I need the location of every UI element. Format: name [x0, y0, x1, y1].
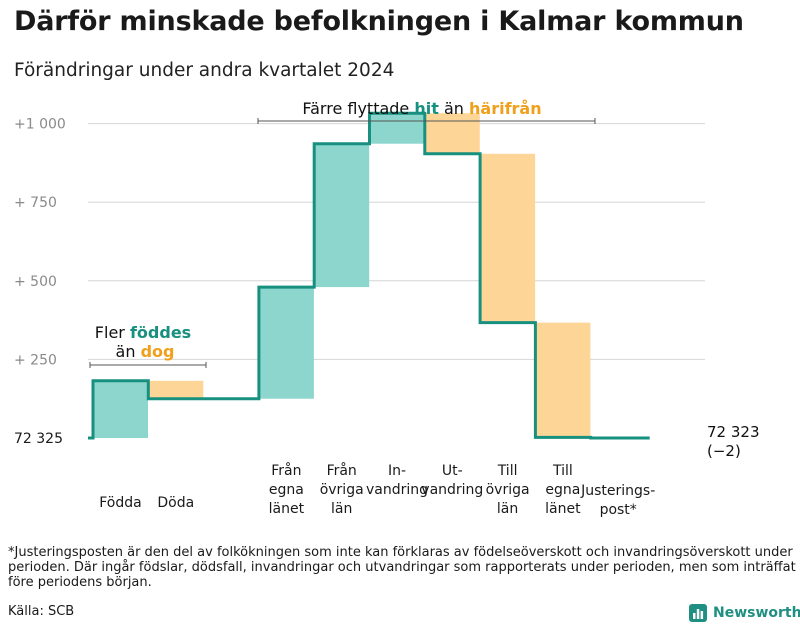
category-label: egna: [545, 482, 580, 498]
chart-subtitle: Förändringar under andra kvartalet 2024: [14, 60, 395, 81]
category-label: Från: [327, 462, 357, 479]
y-tick-label: + 750: [14, 195, 57, 211]
increase-bar: [258, 287, 314, 399]
category-label: länet: [269, 501, 305, 517]
decrease-bar: [424, 113, 480, 154]
category-label: vandring: [421, 482, 483, 498]
category-label: In-: [388, 463, 406, 479]
category-label: Döda: [157, 495, 194, 511]
decrease-bar: [535, 322, 591, 438]
increase-bar: [314, 143, 370, 288]
category-label: Till: [497, 463, 518, 479]
category-label: länet: [545, 501, 581, 517]
category-label: post*: [600, 502, 637, 518]
category-label: Födda: [99, 495, 141, 511]
source-label: Källa: SCB: [8, 604, 75, 619]
increase-bar: [369, 113, 425, 144]
births-annotation-line2: än dog: [116, 342, 175, 361]
waterfall-chart: +1 000 + 750 + 500 + 250 72 325 Födda Döda Från…: [14, 99, 760, 518]
category-label: övriga: [486, 482, 530, 498]
step-line: [88, 111, 650, 440]
category-label: Till: [552, 463, 573, 479]
category-label: Ut-: [442, 463, 463, 479]
category-label: egna: [269, 482, 304, 498]
category-label: vandring: [366, 482, 428, 498]
y-tick-label: + 500: [14, 274, 57, 290]
increase-bar: [93, 380, 148, 438]
footnote: *Justeringsposten är den del av folkökni…: [8, 545, 796, 590]
chart-title: Därför minskade befolkningen i Kalmar ko…: [14, 6, 744, 37]
category-label: Justerings-: [580, 483, 655, 499]
end-change-label: (−2): [707, 442, 741, 460]
base-value-label: 72 325: [14, 431, 63, 447]
bar-chart-icon: [689, 604, 707, 622]
category-label: övriga: [320, 482, 364, 498]
decrease-bar: [148, 380, 204, 399]
brand-name: Newsworthy: [713, 605, 800, 621]
end-value-label: 72 323: [707, 423, 760, 441]
moves-annotation: Färre flyttade hit än härifrån: [302, 99, 541, 118]
births-annotation-line1: Fler föddes: [95, 323, 191, 342]
category-label: län: [497, 501, 518, 517]
y-tick-label: +1 000: [14, 117, 66, 133]
category-label: län: [331, 501, 352, 517]
decrease-bar: [480, 153, 536, 323]
y-tick-label: + 250: [14, 352, 57, 368]
brand-logo[interactable]: Newsworthy: [688, 603, 800, 623]
category-label: Från: [271, 462, 301, 479]
